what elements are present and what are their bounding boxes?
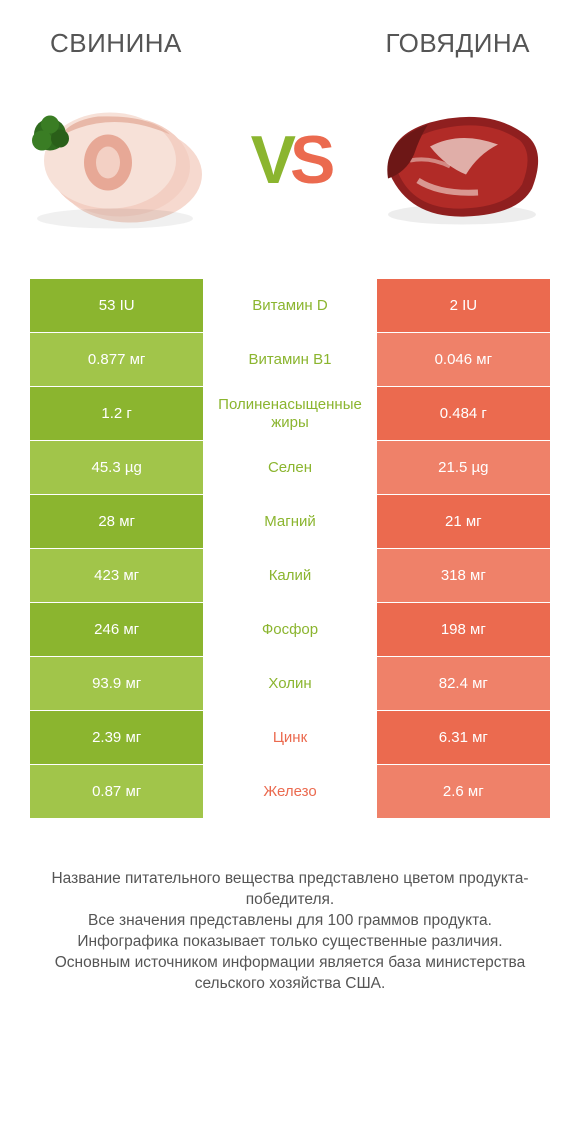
footnote-line: Все значения представлены для 100 граммо… (20, 911, 560, 932)
table-row: 45.3 µgСелен21.5 µg (30, 441, 550, 495)
left-value: 423 мг (30, 549, 203, 602)
footnote-line: Название питательного вещества представл… (20, 869, 560, 911)
right-value: 21 мг (377, 495, 550, 548)
vs-letter-v: V (251, 126, 290, 194)
footnote-line: Основным источником информации является … (20, 953, 560, 995)
right-product-title: ГОВЯДИНА (385, 28, 530, 59)
left-value: 246 мг (30, 603, 203, 656)
table-row: 0.87 мгЖелезо2.6 мг (30, 765, 550, 819)
left-value: 1.2 г (30, 387, 203, 440)
right-value: 21.5 µg (377, 441, 550, 494)
left-value: 53 IU (30, 279, 203, 332)
table-row: 53 IUВитамин D2 IU (30, 279, 550, 333)
right-value: 2 IU (377, 279, 550, 332)
left-product-title: СВИНИНА (50, 28, 182, 59)
table-row: 0.877 мгВитамин B10.046 мг (30, 333, 550, 387)
left-value: 45.3 µg (30, 441, 203, 494)
nutrient-label: Витамин D (203, 279, 376, 332)
header: СВИНИНА ГОВЯДИНА (0, 0, 580, 69)
right-value: 2.6 мг (377, 765, 550, 818)
nutrient-label: Витамин B1 (203, 333, 376, 386)
right-value: 0.046 мг (377, 333, 550, 386)
vs-letter-s: S (290, 126, 329, 194)
nutrient-label: Селен (203, 441, 376, 494)
left-value: 0.877 мг (30, 333, 203, 386)
hero-section: VS (0, 79, 580, 259)
vs-label: VS (251, 126, 330, 194)
pork-illustration (20, 97, 210, 242)
right-value: 0.484 г (377, 387, 550, 440)
nutrient-label: Полиненасыщенные жиры (203, 387, 376, 440)
nutrient-label: Цинк (203, 711, 376, 764)
nutrient-label: Калий (203, 549, 376, 602)
right-value: 6.31 мг (377, 711, 550, 764)
right-value: 198 мг (377, 603, 550, 656)
nutrient-label: Фосфор (203, 603, 376, 656)
table-row: 2.39 мгЦинк6.31 мг (30, 711, 550, 765)
table-row: 1.2 гПолиненасыщенные жиры0.484 г (30, 387, 550, 441)
nutrient-label: Железо (203, 765, 376, 818)
left-value: 2.39 мг (30, 711, 203, 764)
right-value: 318 мг (377, 549, 550, 602)
table-row: 423 мгКалий318 мг (30, 549, 550, 603)
nutrient-label: Холин (203, 657, 376, 710)
left-value: 0.87 мг (30, 765, 203, 818)
right-value: 82.4 мг (377, 657, 550, 710)
nutrient-label: Магний (203, 495, 376, 548)
left-value: 93.9 мг (30, 657, 203, 710)
table-row: 93.9 мгХолин82.4 мг (30, 657, 550, 711)
nutrient-comparison-table: 53 IUВитамин D2 IU0.877 мгВитамин B10.04… (30, 279, 550, 819)
table-row: 28 мгМагний21 мг (30, 495, 550, 549)
footnote: Название питательного вещества представл… (0, 869, 580, 995)
table-row: 246 мгФосфор198 мг (30, 603, 550, 657)
beef-illustration (370, 97, 550, 242)
footnote-line: Инфографика показывает только существенн… (20, 932, 560, 953)
left-value: 28 мг (30, 495, 203, 548)
